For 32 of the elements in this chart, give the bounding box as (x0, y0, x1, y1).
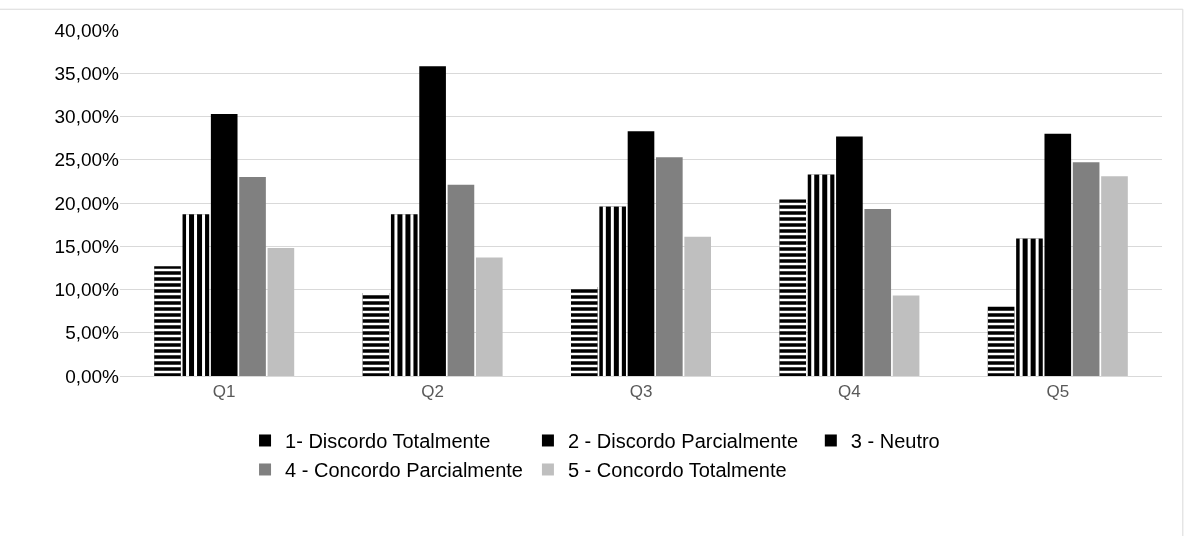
bar (656, 157, 683, 376)
bar (475, 257, 503, 376)
y-tick-label: 30,00% (54, 106, 120, 128)
bar (684, 236, 712, 376)
y-tick-label: 25,00% (54, 149, 120, 171)
bar (892, 295, 920, 376)
bar (627, 131, 655, 376)
bar (447, 184, 475, 376)
y-tick-label: 20,00% (54, 192, 120, 214)
x-tick-label: Q1 (212, 382, 236, 402)
y-tick-label: 5,00% (65, 322, 120, 344)
x-tick-label: Q5 (1046, 382, 1070, 402)
legend-label: 4 - Concordo Parcialmente (285, 459, 523, 482)
bar (1072, 162, 1100, 376)
y-tick-label: 35,00% (54, 62, 120, 84)
bar (210, 113, 238, 376)
y-tick-label: 10,00% (54, 279, 120, 301)
x-tick-label: Q3 (629, 382, 653, 402)
bar (836, 136, 863, 376)
x-tick-label: Q2 (421, 382, 444, 402)
bar (239, 177, 266, 376)
y-tick-label: 15,00% (54, 235, 120, 257)
y-tick-label: 40,00% (54, 19, 120, 41)
bar (267, 247, 295, 376)
bar (1101, 176, 1128, 376)
y-tick-label: 0,00% (65, 365, 120, 387)
legend-label: 2 - Discordo Parcialmente (567, 430, 799, 453)
x-tick-label: Q4 (838, 382, 861, 402)
legend-label: 1- Discordo Totalmente (285, 430, 491, 453)
legend-label: 3 - Neutro (850, 430, 940, 453)
bar (864, 209, 892, 376)
legend-label: 5 - Concordo Totalmente (567, 459, 787, 482)
